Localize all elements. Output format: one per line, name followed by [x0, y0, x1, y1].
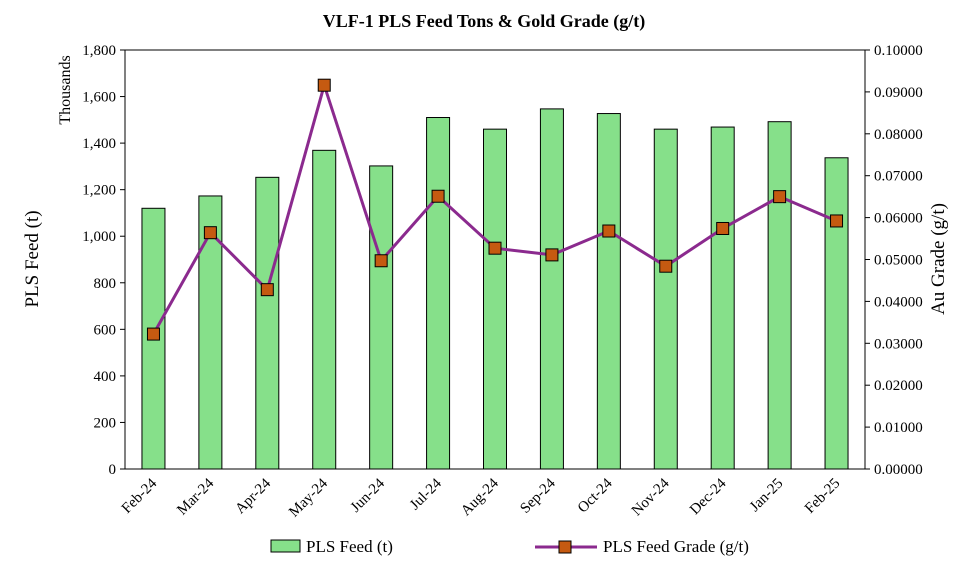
right-tick-label: 0.04000	[874, 294, 923, 310]
bar	[255, 176, 280, 470]
grade-marker	[830, 214, 844, 228]
x-tick-label: Nov-24	[629, 475, 673, 519]
grade-marker	[146, 327, 160, 341]
bar-series	[141, 108, 849, 470]
right-tick-label: 0.08000	[874, 127, 923, 143]
right-tick-label: 0.03000	[874, 336, 923, 352]
legend-swatch-marker	[558, 540, 572, 554]
right-axis-ticks: 0.00000 0.01000 0.02000 0.03000 0.04000 0.050…	[865, 43, 923, 478]
left-axis-label: PLS Feed (t)	[22, 210, 43, 307]
bar	[596, 113, 621, 470]
grade-marker	[431, 189, 445, 203]
chart-title: VLF-1 PLS Feed Tons & Gold Grade (g/t)	[323, 11, 646, 32]
grade-marker	[317, 78, 331, 92]
grade-marker	[716, 221, 730, 235]
x-tick-label: Jun-24	[348, 475, 389, 516]
bar	[426, 117, 451, 470]
grade-marker	[773, 190, 787, 204]
right-tick-label: 0.05000	[874, 253, 923, 269]
right-tick-label: 0.01000	[874, 420, 923, 436]
grade-marker	[602, 224, 616, 238]
left-tick-label: 200	[94, 415, 117, 431]
x-axis-ticks: Feb-24 Mar-24 Apr-24 May-24 Jun-24 Jul-24 Aug-…	[119, 475, 843, 520]
legend-label-bar: PLS Feed (t)	[306, 537, 393, 556]
bar	[483, 128, 507, 470]
x-tick-label: Feb-25	[802, 476, 843, 517]
bar	[539, 108, 564, 470]
right-tick-label: 0.06000	[874, 211, 923, 227]
bar	[653, 128, 678, 470]
right-tick-label: 0.09000	[874, 85, 923, 101]
left-tick-label: 1,400	[82, 136, 116, 152]
left-tick-label: 600	[94, 322, 117, 338]
x-tick-label: Mar-24	[174, 475, 217, 518]
right-tick-label: 0.07000	[874, 169, 923, 185]
right-tick-label: 0.00000	[874, 462, 923, 478]
x-tick-label: Apr-24	[232, 475, 274, 517]
grade-marker	[545, 248, 559, 262]
grade-marker	[659, 259, 673, 273]
x-tick-label: May-24	[286, 475, 331, 520]
left-tick-label: 1,200	[82, 183, 116, 199]
x-tick-label: Feb-24	[119, 475, 161, 517]
legend-label-line: PLS Feed Grade (g/t)	[603, 537, 749, 556]
legend: PLS Feed (t) PLS Feed Grade (g/t)	[270, 537, 749, 556]
grade-marker	[488, 241, 502, 255]
bar	[767, 121, 792, 470]
bar	[312, 149, 337, 470]
right-axis-label: Au Grade (g/t)	[928, 203, 949, 315]
x-tick-label: Sep-24	[517, 475, 559, 517]
left-tick-label: 1,800	[82, 43, 116, 59]
bar	[369, 165, 394, 470]
bar	[824, 157, 849, 470]
x-tick-label: Aug-24	[458, 475, 502, 519]
line-series	[146, 78, 844, 341]
x-tick-label: Oct-24	[575, 475, 616, 516]
grade-marker	[260, 283, 274, 297]
left-tick-label: 800	[94, 276, 117, 292]
x-tick-label: Dec-24	[687, 475, 730, 518]
left-axis-ticks: 0 200 400 600 800 1,000 1,200 1,400 1,600 1,800	[82, 43, 125, 478]
plot-area	[124, 49, 866, 470]
x-tick-label: Jan-25	[747, 476, 787, 516]
legend-swatch-bar	[270, 539, 301, 553]
bar	[710, 126, 735, 470]
left-tick-label: 1,600	[82, 90, 116, 106]
left-tick-label: 400	[94, 369, 117, 385]
x-tick-label: Jul-24	[407, 475, 445, 513]
left-tick-label: 1,000	[82, 229, 116, 245]
left-tick-label: 0	[109, 462, 117, 478]
right-tick-label: 0.10000	[874, 43, 923, 59]
grade-marker	[203, 226, 217, 240]
right-tick-label: 0.02000	[874, 378, 923, 394]
left-axis-units: Thousands	[57, 55, 74, 124]
grade-marker	[374, 254, 388, 268]
